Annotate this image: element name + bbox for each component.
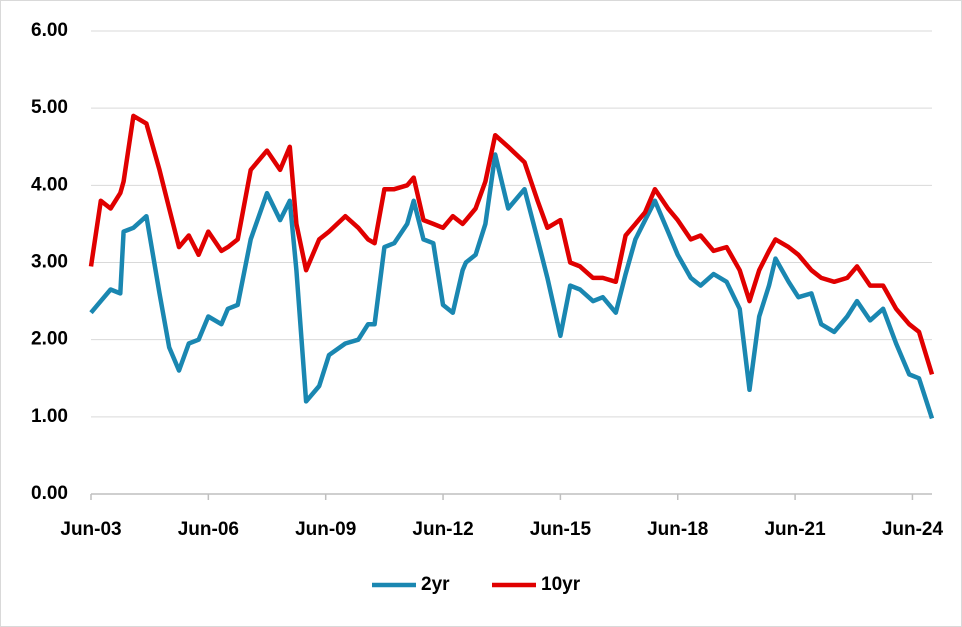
y-tick-label: 6.00 <box>31 20 68 41</box>
y-tick-label: 2.00 <box>31 329 68 350</box>
series-line <box>89 152 935 420</box>
x-tick-label: Jun-09 <box>295 519 356 540</box>
y-tick-label: 0.00 <box>31 483 68 504</box>
y-tick-label: 4.00 <box>31 174 68 195</box>
x-tick-label: Jun-03 <box>60 519 121 540</box>
x-tick-label: Jun-06 <box>178 519 239 540</box>
legend-label: 10yr <box>541 574 581 595</box>
series-line <box>88 113 935 376</box>
y-tick-label: 1.00 <box>31 406 68 427</box>
x-tick-label: Jun-24 <box>882 519 944 540</box>
x-tick-label: Jun-15 <box>530 519 592 540</box>
legend-label: 2yr <box>421 574 450 595</box>
x-tick-label: Jun-18 <box>647 519 708 540</box>
y-tick-label: 3.00 <box>31 252 68 273</box>
y-tick-label: 5.00 <box>31 97 68 118</box>
x-tick-label: Jun-12 <box>412 519 473 540</box>
x-tick-label: Jun-21 <box>764 519 826 540</box>
